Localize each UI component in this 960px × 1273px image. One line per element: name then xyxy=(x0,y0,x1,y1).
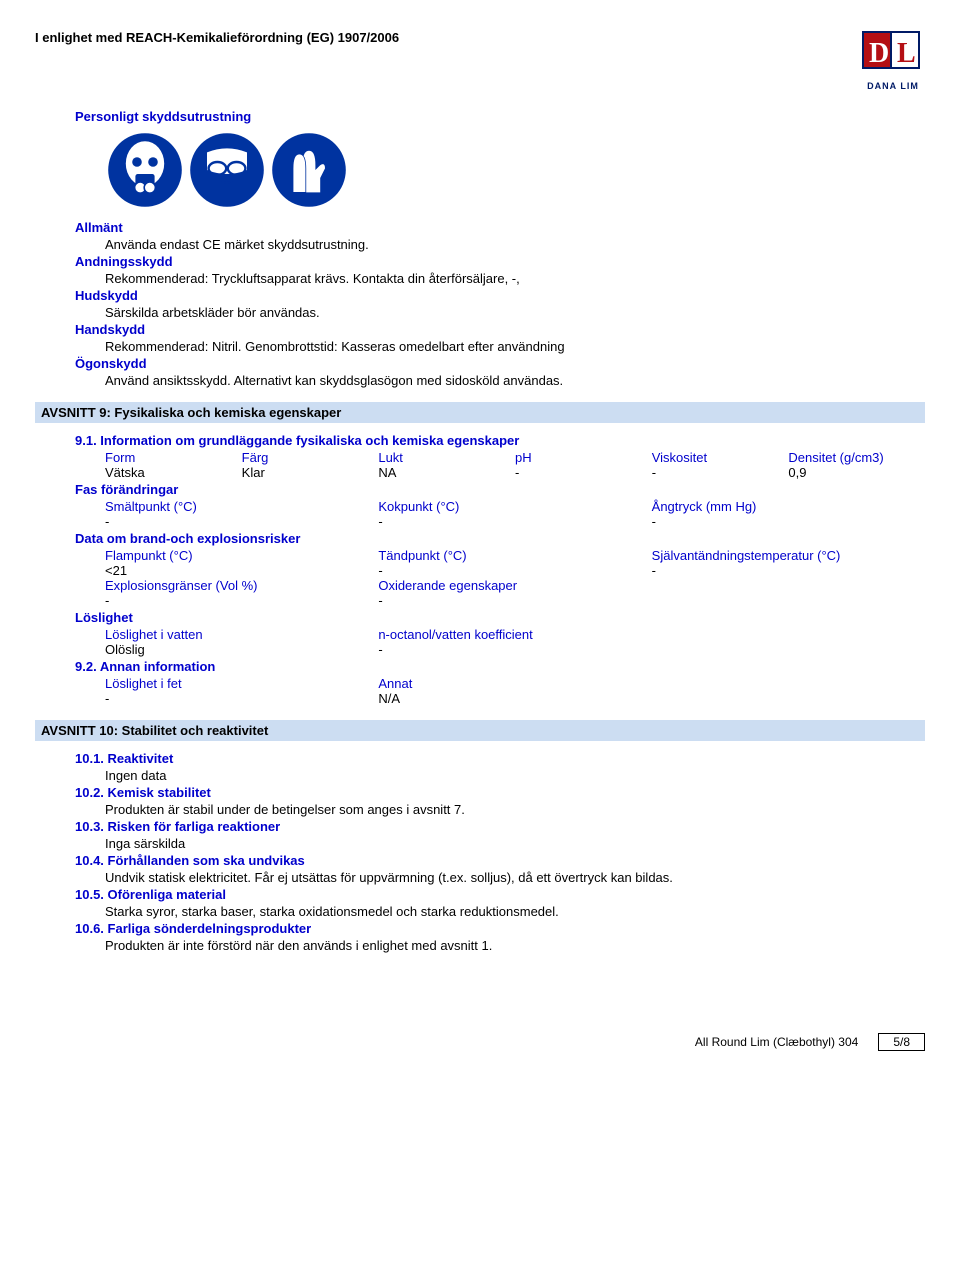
s10-4-h: 10.4. Förhållanden som ska undvikas xyxy=(75,853,925,868)
props-table-1-head: Form Färg Lukt pH Viskositet Densitet (g… xyxy=(105,450,925,465)
s10-2-t: Produkten är stabil under de betingelser… xyxy=(105,802,925,817)
section-10-bar: AVSNITT 10: Stabilitet och reaktivitet xyxy=(35,720,925,741)
props-table-4-head: Explosionsgränser (Vol %) Oxiderande ege… xyxy=(105,578,925,593)
col-explosion: Explosionsgränser (Vol %) xyxy=(105,578,378,593)
page-footer: All Round Lim (Clæbothyl) 304 5/8 xyxy=(35,1033,925,1051)
skin-text: Särskilda arbetskläder bör användas. xyxy=(105,305,925,320)
goggles-icon xyxy=(187,130,267,210)
val-other: N/A xyxy=(378,691,651,706)
col-form: Form xyxy=(105,450,242,465)
val-ignition: - xyxy=(378,563,651,578)
general-text: Använda endast CE märket skyddsutrustnin… xyxy=(105,237,925,252)
hand-heading: Handskydd xyxy=(75,322,925,337)
s10-1-t: Ingen data xyxy=(105,768,925,783)
col-melt: Smältpunkt (°C) xyxy=(105,499,378,514)
val-density: 0,9 xyxy=(788,465,925,480)
col-flash: Flampunkt (°C) xyxy=(105,548,378,563)
val-viscosity: - xyxy=(652,465,789,480)
s10-4-t: Undvik statisk elektricitet. Får ej utsä… xyxy=(105,870,925,885)
col-ph: pH xyxy=(515,450,652,465)
val-melt: - xyxy=(105,514,378,529)
val-ph: - xyxy=(515,465,652,480)
s10-6-t: Produkten är inte förstörd när den använ… xyxy=(105,938,925,953)
s10-3-h: 10.3. Risken för farliga reaktioner xyxy=(75,819,925,834)
skin-heading: Hudskydd xyxy=(75,288,925,303)
val-fat-sol: - xyxy=(105,691,378,706)
props-table-2-head: Smältpunkt (°C) Kokpunkt (°C) Ångtryck (… xyxy=(105,499,925,514)
s10-1-h: 10.1. Reaktivitet xyxy=(75,751,925,766)
val-explosion: - xyxy=(105,593,378,608)
col-fat-sol: Löslighet i fet xyxy=(105,676,378,691)
hand-text: Rekommenderad: Nitril. Genombrottstid: K… xyxy=(105,339,925,354)
eye-text: Använd ansiktsskydd. Alternativt kan sky… xyxy=(105,373,925,388)
col-water-sol: Löslighet i vatten xyxy=(105,627,378,642)
svg-text:D: D xyxy=(869,38,889,69)
ppe-title: Personligt skyddsutrustning xyxy=(75,109,925,124)
respiratory-text: Rekommenderad: Tryckluftsapparat krävs. … xyxy=(105,271,925,286)
product-name: All Round Lim (Clæbothyl) 304 xyxy=(695,1035,858,1049)
page-header: I enlighet med REACH-Kemikalieförordning… xyxy=(35,30,925,91)
val-boil: - xyxy=(378,514,651,529)
val-oxidizing: - xyxy=(378,593,651,608)
val-form: Vätska xyxy=(105,465,242,480)
s10-6-h: 10.6. Farliga sönderdelningsprodukter xyxy=(75,921,925,936)
regulation-text: I enlighet med REACH-Kemikalieförordning… xyxy=(35,30,399,45)
general-heading: Allmänt xyxy=(75,220,925,235)
solubility-heading: Löslighet xyxy=(75,610,925,625)
s10-5-t: Starka syror, starka baser, starka oxida… xyxy=(105,904,925,919)
col-color: Färg xyxy=(242,450,379,465)
col-other: Annat xyxy=(378,676,651,691)
s10-3-t: Inga särskilda xyxy=(105,836,925,851)
col-odor: Lukt xyxy=(378,450,515,465)
brand-logo: D L DANA LIM xyxy=(861,30,925,91)
props-table-3-vals: <21 - - xyxy=(105,563,925,578)
col-autoignition: Självantändningstemperatur (°C) xyxy=(652,548,925,563)
props-table-6-head: Löslighet i fet Annat xyxy=(105,676,925,691)
svg-text:L: L xyxy=(897,38,916,69)
s10-2-h: 10.2. Kemisk stabilitet xyxy=(75,785,925,800)
col-ignition: Tändpunkt (°C) xyxy=(378,548,651,563)
props-table-6-vals: - N/A xyxy=(105,691,925,706)
col-density: Densitet (g/cm3) xyxy=(788,450,925,465)
col-octanol: n-octanol/vatten koefficient xyxy=(378,627,651,642)
val-flash: <21 xyxy=(105,563,378,578)
val-water-sol: Olöslig xyxy=(105,642,378,657)
col-oxidizing: Oxiderande egenskaper xyxy=(378,578,651,593)
section-9-1-heading: 9.1. Information om grundläggande fysika… xyxy=(75,433,925,448)
props-table-5-vals: Olöslig - xyxy=(105,642,925,657)
val-octanol: - xyxy=(378,642,651,657)
phase-heading: Fas förändringar xyxy=(75,482,925,497)
props-table-3-head: Flampunkt (°C) Tändpunkt (°C) Självantän… xyxy=(105,548,925,563)
props-table-5-head: Löslighet i vatten n-octanol/vatten koef… xyxy=(105,627,925,642)
props-table-2-vals: - - - xyxy=(105,514,925,529)
props-table-4-vals: - - xyxy=(105,593,925,608)
val-vapor: - xyxy=(652,514,925,529)
logo-label: DANA LIM xyxy=(861,81,925,91)
page-number: 5/8 xyxy=(878,1033,925,1051)
fire-heading: Data om brand-och explosionsrisker xyxy=(75,531,925,546)
val-color: Klar xyxy=(242,465,379,480)
respiratory-heading: Andningsskydd xyxy=(75,254,925,269)
section-9-bar: AVSNITT 9: Fysikaliska och kemiska egens… xyxy=(35,402,925,423)
col-viscosity: Viskositet xyxy=(652,450,789,465)
respirator-icon xyxy=(105,130,185,210)
val-autoignition: - xyxy=(652,563,925,578)
section-9-2-heading: 9.2. Annan information xyxy=(75,659,925,674)
col-boil: Kokpunkt (°C) xyxy=(378,499,651,514)
eye-heading: Ögonskydd xyxy=(75,356,925,371)
s10-5-h: 10.5. Oförenliga material xyxy=(75,887,925,902)
col-vapor: Ångtryck (mm Hg) xyxy=(652,499,925,514)
props-table-1-vals: Vätska Klar NA - - 0,9 xyxy=(105,465,925,480)
dana-lim-logo-icon: D L xyxy=(861,30,925,78)
ppe-icon-row xyxy=(105,130,925,210)
gloves-icon xyxy=(269,130,349,210)
val-odor: NA xyxy=(378,465,515,480)
